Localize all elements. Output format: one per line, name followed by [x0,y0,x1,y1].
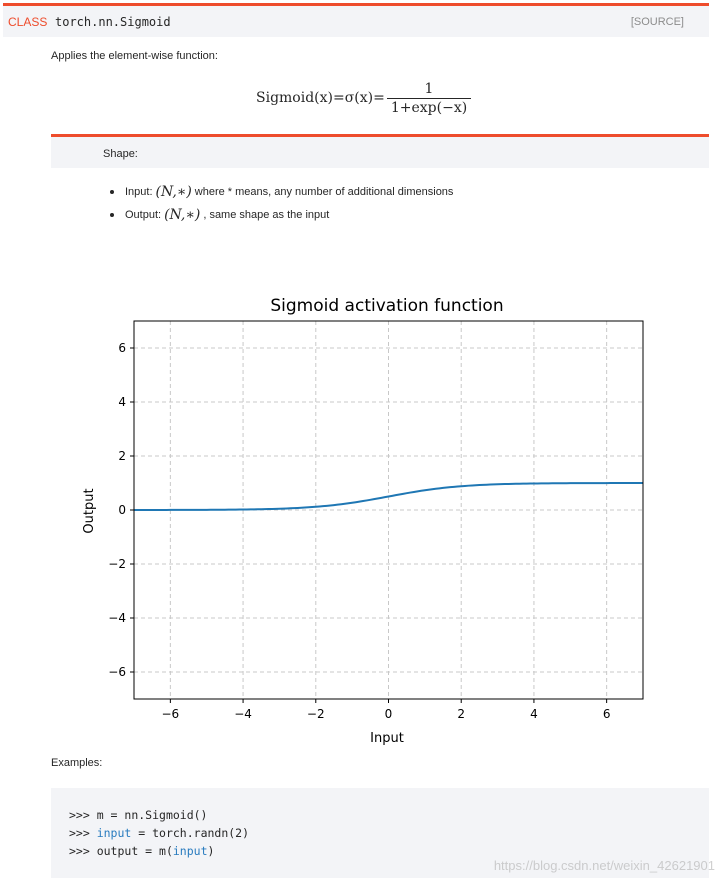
code-text: = torch.randn(2) [131,826,250,840]
code-keyword: input [96,826,132,840]
code-content: >>> m = nn.Sigmoid() >>> input = torch.r… [69,806,249,860]
code-line: >>> m = nn.Sigmoid() [69,806,249,824]
code-text: ) [207,844,215,858]
y-tick-label: 6 [118,341,126,355]
source-link[interactable]: [SOURCE] [630,16,684,28]
x-tick-label: 0 [385,707,393,721]
x-tick-label: 6 [603,707,611,721]
formula-lhs: Sigmoid(x)=σ(x)= [256,90,385,106]
bullet-dot [110,189,114,194]
shape-note: Shape: [51,134,709,168]
description-text: Applies the element-wise function: [51,50,218,62]
watermark: https://blog.csdn.net/weixin_42621901 [493,858,715,873]
formula-numerator: 1 [424,80,434,97]
examples-label: Examples: [51,757,103,769]
class-name: torch.nn.Sigmoid [55,15,171,29]
code-line: >>> output = m(input) [69,842,249,860]
y-tick-label: 4 [118,395,126,409]
chart-title: Sigmoid activation function [270,296,503,316]
x-axis-label: Input [370,731,404,746]
code-line: >>> input = torch.randn(2) [69,824,249,842]
sigmoid-chart: −6 −4 −2 0 2 4 6 −6 −4 −2 0 2 4 6 Sigmoid activation … [82,296,644,746]
y-tick-label: −4 [108,611,126,625]
x-tick-label: −6 [162,707,180,721]
shape-math: (N,∗) [164,206,201,223]
code-block: >>> m = nn.Sigmoid() >>> input = torch.r… [51,788,709,878]
y-tick-label: 2 [118,449,126,463]
sigmoid-curve [133,482,644,511]
code-text: output = m( [96,844,173,858]
code-prompt: >>> [69,826,97,840]
shape-label: Output: [125,208,162,221]
sigmoid-formula: Sigmoid(x)=σ(x)= 1 1+exp(−x) [256,78,472,118]
bullet-dot [110,212,114,217]
shape-math: (N,∗) [155,183,192,200]
list-item-input: Input: (N,∗) where * means, any number o… [110,180,453,203]
x-tick-label: −2 [307,707,325,721]
formula-denominator: 1+exp(−x) [386,97,472,116]
code-keyword: input [172,844,208,858]
axis-ticks: −6 −4 −2 0 2 4 6 −6 −4 −2 0 2 4 6 [108,341,610,721]
x-tick-label: 2 [457,707,465,721]
y-tick-label: −6 [108,665,126,679]
code-text: m = nn.Sigmoid() [96,808,208,822]
shape-label: Input: [125,185,153,198]
list-item-output: Output: (N,∗) , same shape as the input [110,203,453,226]
grid-lines [134,321,643,699]
x-tick-label: −4 [234,707,252,721]
note-title: Shape: [103,148,138,160]
y-axis-label: Output [82,488,97,533]
formula-fraction: 1 1+exp(−x) [386,80,472,116]
shape-text: where * means, any number of additional … [194,185,454,198]
x-tick-label: 4 [530,707,538,721]
y-tick-label: −2 [108,557,126,571]
class-keyword: CLASS [8,15,48,29]
shape-list: Input: (N,∗) where * means, any number o… [110,180,453,226]
y-tick-label: 0 [118,503,126,517]
code-prompt: >>> [69,844,97,858]
shape-text: , same shape as the input [203,208,330,221]
class-signature-header: CLASS torch.nn.Sigmoid [SOURCE] [3,3,709,37]
code-prompt: >>> [69,808,97,822]
